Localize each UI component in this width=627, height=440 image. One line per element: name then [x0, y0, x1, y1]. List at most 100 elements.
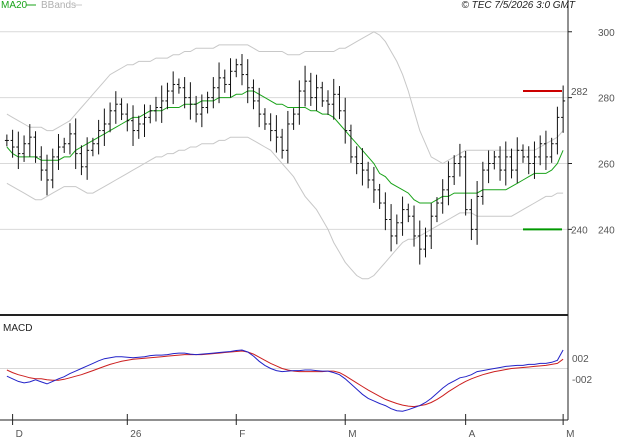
- level-label-240: 240: [571, 225, 588, 236]
- axes: [0, 0, 569, 421]
- ohlc-bar: [549, 137, 554, 163]
- ohlc-bar: [234, 58, 239, 78]
- x-tick-label: D: [16, 429, 23, 440]
- ohlc-bar: [262, 108, 267, 130]
- ohlc-bar: [457, 143, 462, 177]
- ohlc-bar: [326, 90, 331, 115]
- ohlc-bar: [62, 137, 67, 153]
- ohlc-bar: [280, 128, 285, 159]
- bbands-legend-label: BBands: [41, 0, 76, 11]
- ohlc-bar: [194, 95, 199, 123]
- ohlc-bar: [400, 196, 405, 236]
- ohlc-bar: [291, 108, 296, 130]
- y-tick-label: 280: [598, 94, 615, 105]
- ohlc-bar: [16, 131, 21, 170]
- ohlc-bar: [412, 205, 417, 247]
- ohlc-bar: [469, 198, 474, 241]
- ohlc-bar: [366, 161, 371, 189]
- ohlc-bar: [561, 85, 566, 133]
- ohlc-bar: [73, 118, 78, 170]
- ohlc-bar: [102, 108, 107, 146]
- y-tick-labels: 240 260 280 300 002 -002: [568, 28, 615, 386]
- level-lines: 282 240: [523, 87, 588, 236]
- ohlc-bar: [303, 65, 308, 107]
- ohlc-bar: [337, 86, 342, 120]
- ohlc-bar: [320, 81, 325, 107]
- ohlc-bar: [274, 115, 279, 153]
- ohlc-bar: [423, 227, 428, 258]
- y-tick-label: 300: [598, 28, 615, 39]
- x-tick-labels: D 26 F M A M: [12, 414, 574, 440]
- chart-header: MA20 BBands © TEC 7/5/2026 3:0 GMT: [1, 0, 576, 11]
- ohlc-bar: [33, 131, 38, 163]
- ohlc-bar: [434, 197, 439, 223]
- ohlc-bar: [480, 161, 485, 205]
- ohlc-bar: [108, 102, 113, 133]
- ohlc-bar: [463, 150, 468, 216]
- ohlc-bar: [125, 103, 130, 132]
- ohlc-bar: [131, 105, 136, 146]
- ohlc-bar: [406, 203, 411, 223]
- ohlc-bar: [119, 98, 124, 121]
- ohlc-bar: [22, 135, 27, 162]
- ohlc-bar: [417, 220, 422, 265]
- ohlc-bar: [96, 119, 101, 155]
- ohlc-bar: [39, 146, 44, 181]
- ohlc-bar: [429, 203, 434, 249]
- ohlc-bar: [85, 137, 90, 180]
- ohlc-bar: [308, 72, 313, 106]
- macd-lines: [6, 349, 564, 412]
- bollinger-bands: [6, 31, 564, 280]
- ohlc-bar: [509, 148, 514, 179]
- ohlc-bar: [348, 124, 353, 163]
- ohlc-bar: [503, 141, 508, 186]
- y-tick-label: 240: [598, 225, 615, 236]
- ohlc-bar: [314, 74, 319, 111]
- ohlc-bar: [383, 192, 388, 231]
- ohlc-bar: [113, 91, 118, 124]
- ma-legend-label: MA20: [1, 0, 28, 11]
- ohlc-bar: [297, 80, 302, 125]
- ohlc-bar: [543, 130, 548, 170]
- bb-lower-line: [6, 136, 564, 280]
- ohlc-bar: [354, 146, 359, 175]
- ohlc-bar: [45, 154, 50, 196]
- ma20-line: [6, 90, 564, 204]
- ohlc-bar: [475, 181, 480, 245]
- ohlc-bar: [394, 214, 399, 245]
- ohlc-bar: [228, 58, 233, 98]
- ohlc-bar: [446, 161, 451, 206]
- ohlc-bar: [239, 54, 244, 86]
- ohlc-bar: [27, 124, 32, 157]
- ohlc-bar: [199, 94, 204, 128]
- ohlc-bar: [532, 141, 537, 179]
- ohlc-bar: [148, 104, 153, 124]
- macd-tick-label: -002: [572, 375, 592, 386]
- ohlc-bar: [217, 62, 222, 104]
- ohlc-bar: [67, 123, 72, 155]
- x-tick-label: M: [566, 429, 574, 440]
- ohlc-bar: [171, 71, 176, 105]
- ohlc-bar: [377, 183, 382, 209]
- x-tick-label: M: [348, 429, 356, 440]
- y-tick-label: 260: [598, 160, 615, 171]
- price-bars: [4, 54, 566, 265]
- ohlc-bar: [360, 148, 365, 186]
- ohlc-bar: [555, 106, 560, 155]
- moving-average: [6, 90, 564, 204]
- ohlc-bar: [389, 204, 394, 252]
- x-tick-label: 26: [130, 429, 142, 440]
- ohlc-bar: [343, 97, 348, 144]
- ohlc-bar: [492, 150, 497, 170]
- ohlc-bar: [211, 77, 216, 109]
- level-label-282: 282: [571, 87, 588, 98]
- ohlc-bar: [222, 69, 227, 93]
- ohlc-bar: [153, 96, 158, 122]
- ohlc-bar: [142, 104, 147, 138]
- ohlc-bar: [165, 82, 170, 110]
- signal-line: [6, 350, 564, 408]
- ohlc-bar: [440, 179, 445, 214]
- ohlc-bar: [182, 77, 187, 109]
- ohlc-bar: [520, 144, 525, 163]
